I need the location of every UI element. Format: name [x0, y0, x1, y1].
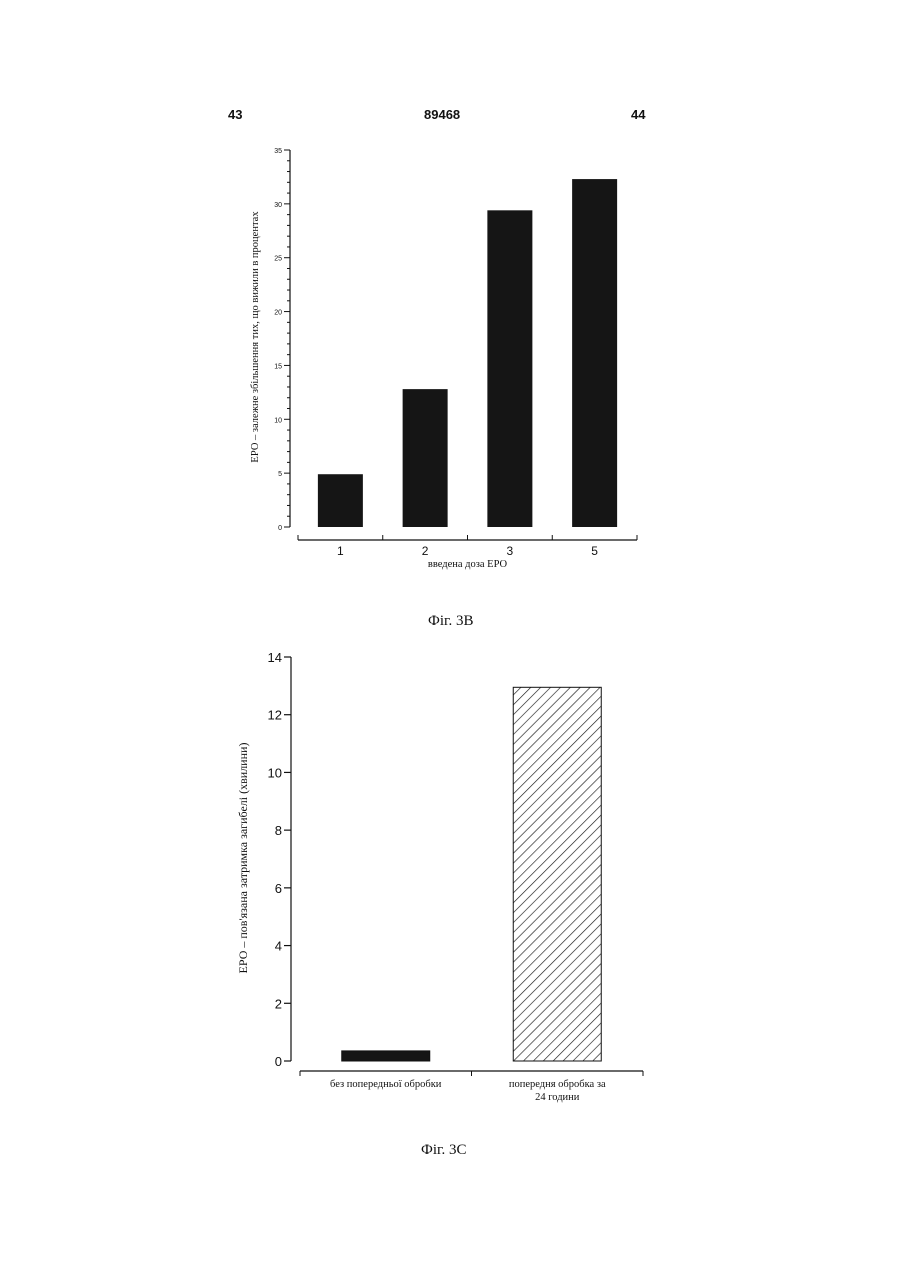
x-tick-label: 3: [507, 544, 514, 558]
y-tick-label: 12: [268, 708, 282, 723]
y-tick-label: 0: [278, 525, 282, 532]
bar: [572, 179, 617, 527]
y-tick-label: 20: [274, 310, 282, 317]
bar: [513, 687, 601, 1061]
figure-caption-3c: Фіг. 3С: [421, 1142, 466, 1159]
y-tick-label: 10: [274, 417, 282, 424]
bar: [403, 389, 448, 527]
y-tick-label: 10: [268, 765, 282, 780]
y-tick-label: 14: [268, 650, 282, 665]
figure-caption-3b: Фіг. 3В: [428, 613, 473, 630]
y-tick-label: 4: [275, 939, 282, 954]
x-tick-label: 1: [337, 544, 344, 558]
bar: [342, 1051, 430, 1061]
bar: [487, 210, 532, 527]
y-tick-label: 2: [275, 996, 282, 1011]
y-tick-label: 6: [275, 881, 282, 896]
x-tick-label: без попередньої обробки: [330, 1079, 442, 1090]
y-tick-label: 0: [275, 1054, 282, 1069]
x-tick-label: попередня обробка за24 години: [509, 1079, 606, 1103]
y-tick-label: 5: [278, 471, 282, 478]
y-tick-label: 30: [274, 202, 282, 209]
y-tick-label: 15: [274, 363, 282, 370]
chart-fig-3b: 051015202530351235введена доза ЕРОЕРО – …: [250, 148, 637, 570]
x-axis-label: введена доза ЕРО: [428, 559, 508, 570]
chart-fig-3c: 0 2 4 6 8 10 12 14 без попередньої обробки попере…: [236, 650, 643, 1103]
y-axis-label: ЕРО – залежне збільшення тих, що вижили …: [250, 211, 261, 463]
bar: [318, 474, 363, 527]
y-tick-label: 35: [274, 148, 282, 155]
y-axis-label: ЕРО – пов'язана затримка загибелі (хвили…: [236, 743, 250, 974]
y-tick-label: 25: [274, 256, 282, 263]
x-tick-label: 5: [591, 544, 598, 558]
x-tick-label: 2: [422, 544, 429, 558]
y-tick-label: 8: [275, 823, 282, 838]
